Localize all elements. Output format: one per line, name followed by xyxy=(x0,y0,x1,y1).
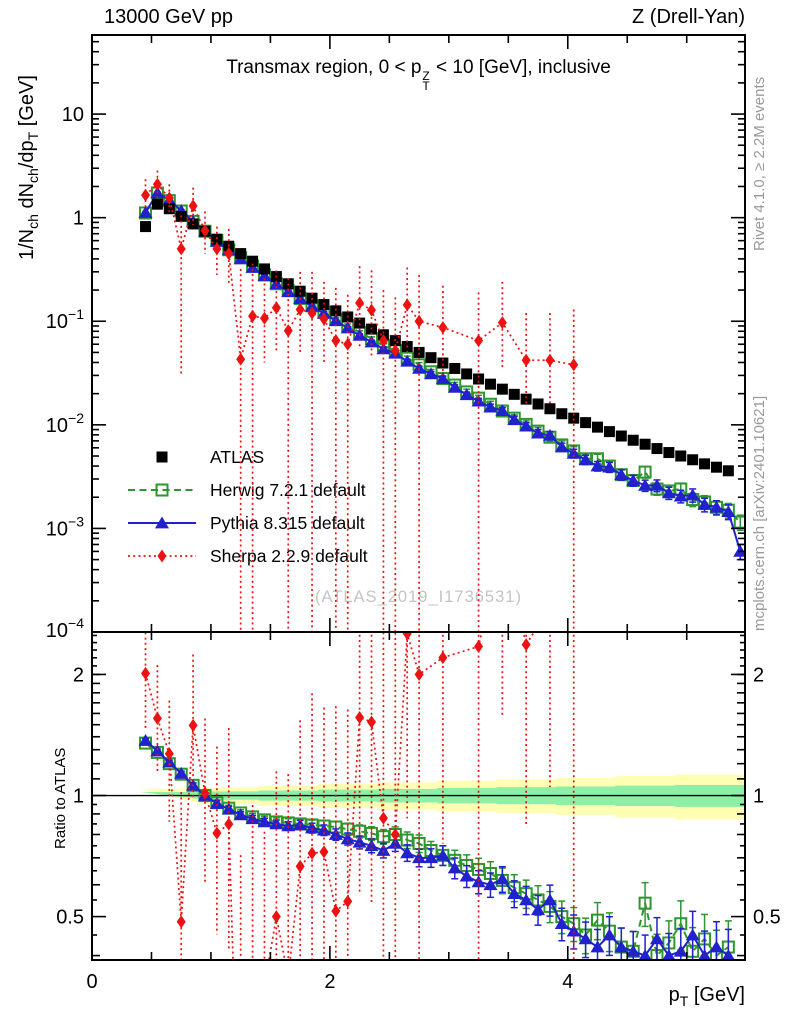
y-ratio-tick-label-right: 2 xyxy=(753,664,764,686)
y-ratio-tick-label-left: 1 xyxy=(73,786,84,808)
legend-label-herwig: Herwig 7.2.1 default xyxy=(210,480,366,500)
legend-item-pythia: Pythia 8.315 default xyxy=(128,513,365,533)
y-main-tick-label: 10−2 xyxy=(46,410,84,437)
watermark-text: (ATLAS_2019_I1736531) xyxy=(315,588,522,606)
legend-item-herwig: Herwig 7.2.1 default xyxy=(128,480,366,500)
y-axis-label-ratio: Ratio to ATLAS xyxy=(52,747,69,849)
y-main-tick-label: 10 xyxy=(62,104,84,126)
x-tick-label: 4 xyxy=(562,971,573,993)
y-main-tick-label: 10−3 xyxy=(46,513,84,540)
legend-label-atlas: ATLAS xyxy=(210,447,264,467)
legend: ATLAS Herwig 7.2.1 default Pythia 8.315 de… xyxy=(128,447,368,566)
x-tick-label: 0 xyxy=(86,971,97,993)
y-ratio-tick-label-left: 2 xyxy=(73,664,84,686)
rivet-version-note: Rivet 4.1.0, ≥ 2.2M events xyxy=(751,76,768,251)
y-main-tick-label: 1 xyxy=(73,208,84,230)
legend-item-sherpa: Sherpa 2.2.9 default xyxy=(128,546,368,566)
sherpa-series-ratio xyxy=(141,632,575,960)
process-label: Z (Drell-Yan) xyxy=(632,6,745,28)
y-ratio-tick-label-left: 0.5 xyxy=(56,907,84,929)
x-tick-label: 2 xyxy=(324,971,335,993)
mcplots-reference-note: mcplots.cern.ch [arXiv:2401.10621] xyxy=(751,395,768,631)
y-main-tick-label: 10−1 xyxy=(46,306,84,333)
svg-text:(ATLAS_2019_I1736531): (ATLAS_2019_I1736531) xyxy=(315,588,522,606)
legend-item-atlas: ATLAS xyxy=(156,447,264,467)
y-main-tick-label: 10−4 xyxy=(46,615,84,642)
y-axis-label-main: 1/Nch dNch/dpT [GeV] xyxy=(16,75,41,260)
sherpa-series-main xyxy=(141,170,579,632)
plot-title-pre: Transmax region, 0 < p xyxy=(226,57,422,78)
axes-frames xyxy=(91,34,746,961)
legend-label-sherpa: Sherpa 2.2.9 default xyxy=(210,546,368,566)
beam-info-label: 13000 GeV pp xyxy=(104,6,233,28)
y-ratio-tick-label-right: 1 xyxy=(753,786,764,808)
axis-tick-labels: 10 1 10−1 10−2 10−3 10−4 2 2 1 1 0.5 0.5 0 2 4 xyxy=(46,104,781,993)
pythia-series-ratio xyxy=(138,734,735,960)
axis-ticks xyxy=(91,35,745,960)
y-ratio-tick-label-right: 0.5 xyxy=(753,907,781,929)
plot-title-post: < 10 [GeV], inclusive xyxy=(430,57,611,78)
x-axis-label: pT [GeV] xyxy=(668,984,745,1009)
